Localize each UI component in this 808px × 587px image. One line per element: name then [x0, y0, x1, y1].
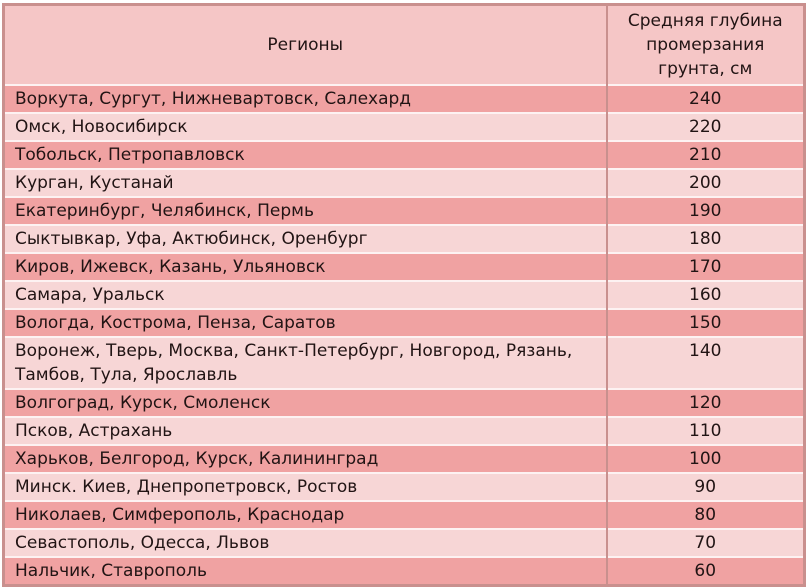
- depth-cell: 180: [605, 225, 805, 253]
- table-row: Николаев, Симферополь, Краснодар 80: [3, 501, 805, 529]
- region-cell: Псков, Астрахань: [15, 421, 173, 441]
- table-body: Воркута, Сургут, Нижневартовск, Салехард…: [3, 85, 805, 586]
- table-row: Самара, Уральск 160: [3, 281, 805, 309]
- depth-cell: 100: [605, 445, 805, 473]
- table-row: Курган, Кустанай 200: [3, 169, 805, 197]
- column-header-regions: Регионы: [3, 4, 607, 85]
- depth-cell: 200: [605, 169, 805, 197]
- table-row: Воркута, Сургут, Нижневартовск, Салехард…: [3, 85, 805, 113]
- table-row: Псков, Астрахань 110: [3, 417, 805, 445]
- table-row: Киров, Ижевск, Казань, Ульяновск 170: [3, 253, 805, 281]
- table-row: Екатеринбург, Челябинск, Пермь 190: [3, 197, 805, 225]
- region-cell: Воркута, Сургут, Нижневартовск, Салехард: [15, 89, 412, 109]
- depth-cell: 60: [605, 557, 805, 586]
- region-cell: Харьков, Белгород, Курск, Калининград: [15, 449, 379, 469]
- region-cell: Нальчик, Ставрополь: [15, 561, 208, 581]
- region-cell: Николаев, Симферополь, Краснодар: [15, 505, 345, 525]
- depth-cell: 150: [605, 309, 805, 337]
- region-cell: Волгоград, Курск, Смоленск: [15, 393, 271, 413]
- table-row: Омск, Новосибирск 220: [3, 113, 805, 141]
- region-cell: Минск. Киев, Днепропетровск, Ростов: [15, 477, 358, 497]
- region-cell: Екатеринбург, Челябинск, Пермь: [15, 201, 314, 221]
- freezing-depth-table: Регионы Средняя глубина промерзания грун…: [2, 3, 806, 587]
- depth-cell: 70: [605, 529, 805, 557]
- region-cell: Курган, Кустанай: [15, 173, 174, 193]
- table-row: Харьков, Белгород, Курск, Калининград 10…: [3, 445, 805, 473]
- table-row: Сыктывкар, Уфа, Актюбинск, Оренбург 180: [3, 225, 805, 253]
- table-header: Регионы Средняя глубина промерзания грун…: [3, 4, 805, 85]
- depth-cell: 80: [605, 501, 805, 529]
- depth-cell: 140: [605, 337, 805, 389]
- region-cell: Воронеж, Тверь, Москва, Санкт-Петербург,…: [15, 341, 573, 385]
- table-row: Минск. Киев, Днепропетровск, Ростов 90: [3, 473, 805, 501]
- table-row: Вологда, Кострома, Пенза, Саратов 150: [3, 309, 805, 337]
- table-row: Севастополь, Одесса, Львов 70: [3, 529, 805, 557]
- depth-cell: 240: [605, 85, 805, 113]
- depth-cell: 190: [605, 197, 805, 225]
- depth-cell: 160: [605, 281, 805, 309]
- depth-cell: 210: [605, 141, 805, 169]
- depth-cell: 120: [605, 389, 805, 417]
- region-cell: Сыктывкар, Уфа, Актюбинск, Оренбург: [15, 229, 368, 249]
- depth-cell: 110: [605, 417, 805, 445]
- table-row: Волгоград, Курск, Смоленск 120: [3, 389, 805, 417]
- region-cell: Тобольск, Петропавловск: [15, 145, 245, 165]
- depth-cell: 220: [605, 113, 805, 141]
- column-header-depth: Средняя глубина промерзания грунта, см: [605, 4, 805, 85]
- depth-cell: 170: [605, 253, 805, 281]
- table-row: Тобольск, Петропавловск 210: [3, 141, 805, 169]
- region-cell: Омск, Новосибирск: [15, 117, 188, 137]
- region-cell: Киров, Ижевск, Казань, Ульяновск: [15, 257, 326, 277]
- header-row: Регионы Средняя глубина промерзания грун…: [3, 4, 805, 85]
- table-row: Нальчик, Ставрополь 60: [3, 557, 805, 586]
- region-cell: Севастополь, Одесса, Львов: [15, 533, 270, 553]
- region-cell: Самара, Уральск: [15, 285, 165, 305]
- region-cell: Вологда, Кострома, Пенза, Саратов: [15, 313, 336, 333]
- table-row: Воронеж, Тверь, Москва, Санкт-Петербург,…: [3, 337, 805, 389]
- depth-cell: 90: [605, 473, 805, 501]
